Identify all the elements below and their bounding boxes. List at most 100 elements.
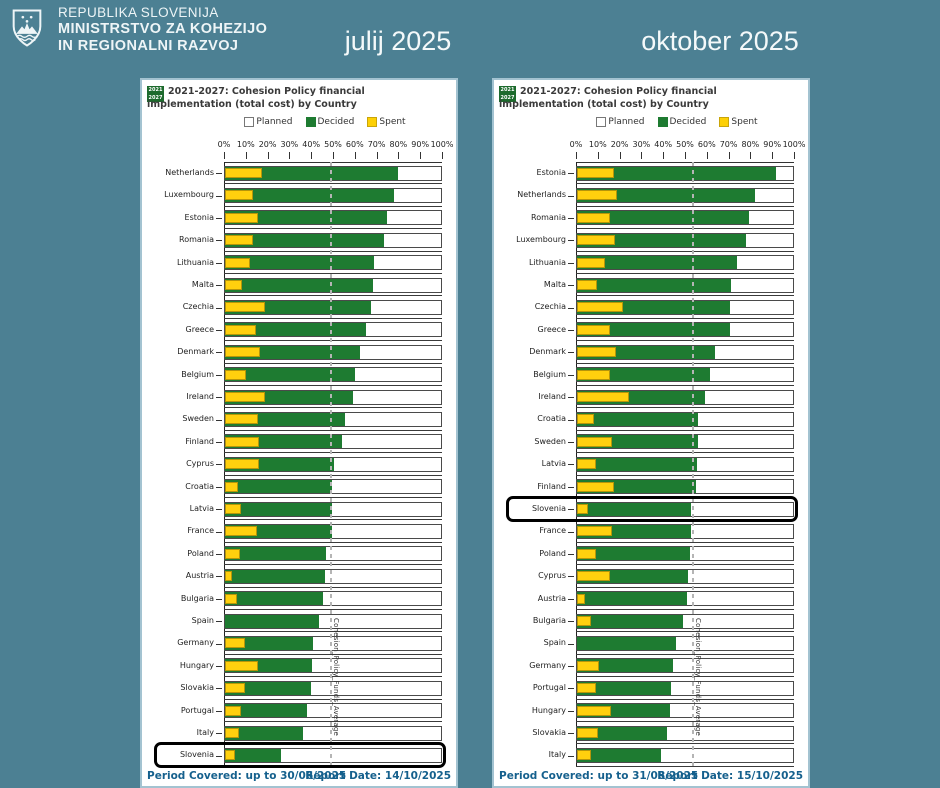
- planned-bar: [224, 210, 442, 226]
- average-line: [330, 162, 333, 767]
- country-label: Estonia: [536, 168, 566, 177]
- country-label: Poland: [187, 548, 214, 558]
- planned-bar: [576, 456, 794, 472]
- bar-row: [576, 632, 794, 655]
- bar-row: [224, 565, 442, 588]
- country-label: Bulgaria: [532, 616, 566, 625]
- x-axis-tick-label: 100%: [782, 140, 806, 149]
- country-label: Romania: [179, 235, 214, 245]
- chart-title-line1: 2021-2027: Cohesion Policy financial: [520, 86, 717, 97]
- decided-bar: [577, 457, 697, 471]
- spent-bar: [225, 168, 263, 178]
- planned-swatch-icon: [596, 117, 607, 127]
- y-axis-tick-mark: [568, 531, 574, 533]
- country-label: Latvia: [189, 504, 214, 513]
- slovenia-coat-of-arms-icon: [12, 9, 42, 47]
- y-axis-tick-mark: [216, 262, 222, 264]
- x-axis-tick-mark: [750, 152, 752, 159]
- y-axis-tick-mark: [568, 307, 574, 309]
- spent-bar: [577, 548, 596, 559]
- spent-bar: [577, 235, 616, 246]
- spent-bar: [577, 481, 615, 492]
- x-axis-tick-mark: [354, 152, 356, 159]
- bar-row: [576, 341, 794, 364]
- bar-row: [224, 610, 442, 633]
- spent-bar: [225, 436, 259, 447]
- decided-bar: [577, 233, 746, 247]
- spent-swatch-icon: [719, 117, 730, 127]
- spent-bar: [577, 705, 611, 716]
- y-axis-tick-mark: [216, 643, 222, 645]
- y-axis-tick-mark: [568, 688, 574, 690]
- chart-legend: Planned Decided Spent: [168, 117, 482, 127]
- x-axis-tick-mark: [641, 152, 643, 159]
- x-axis-tick-label: 10%: [236, 140, 255, 149]
- chart-title-line2: implementation (total cost) by Country: [147, 99, 357, 110]
- y-axis-tick-mark: [568, 576, 574, 578]
- bar-row: [576, 453, 794, 476]
- chart-panel-october: 2021 2027 2021-2027: Cohesion Policy fin…: [492, 78, 810, 788]
- decided-bar: [225, 636, 314, 650]
- ministry-line2: MINISTRSTVO ZA KOHEZIJO: [58, 20, 268, 37]
- planned-bar: [576, 568, 794, 584]
- planned-bar: [576, 187, 794, 203]
- x-axis-tick-label: 0%: [569, 140, 583, 149]
- badge-line1: 2021: [148, 87, 163, 93]
- legend-label: Decided: [317, 117, 355, 127]
- badge-line1: 2021: [500, 87, 515, 93]
- y-axis-tick-mark: [568, 195, 574, 197]
- legend-label: Spent: [379, 117, 406, 127]
- planned-bar: [576, 501, 794, 517]
- slovenia-highlight-box: [154, 742, 446, 769]
- bar-row: [576, 386, 794, 409]
- ministry-line3: IN REGIONALNI RAZVOJ: [58, 38, 239, 55]
- planned-bar: [576, 523, 794, 539]
- decided-bar: [225, 592, 324, 606]
- x-axis-tick-mark: [706, 152, 708, 159]
- y-axis-tick-mark: [216, 330, 222, 331]
- decided-bar: [577, 278, 731, 292]
- spent-bar: [577, 571, 610, 582]
- country-label: Portugal: [532, 683, 566, 693]
- y-axis-tick-mark: [216, 195, 222, 197]
- planned-bar: [576, 725, 794, 741]
- x-axis-tick-mark: [289, 152, 291, 159]
- spent-bar: [225, 548, 241, 559]
- spent-bar: [577, 190, 618, 201]
- planned-bar: [224, 299, 442, 315]
- y-axis-tick-mark: [568, 374, 574, 376]
- country-label: Cyprus: [538, 571, 566, 581]
- spent-bar: [577, 728, 598, 738]
- y-axis-tick-mark: [568, 598, 574, 600]
- planned-bar: [224, 523, 442, 539]
- spent-bar: [225, 526, 257, 537]
- country-label: France: [187, 526, 214, 536]
- spent-bar: [577, 324, 610, 335]
- y-axis-tick-mark: [568, 262, 574, 264]
- spent-bar: [577, 504, 588, 514]
- spent-bar: [577, 392, 630, 402]
- x-axis-tick-mark: [576, 152, 577, 159]
- x-axis-tick-mark: [663, 152, 665, 159]
- x-axis-tick-label: 100%: [430, 140, 454, 149]
- y-axis-tick-mark: [568, 710, 574, 712]
- bar-row: [576, 476, 794, 498]
- planned-bar: [224, 501, 442, 517]
- y-axis-tick-mark: [568, 666, 574, 667]
- planned-bar: [576, 255, 794, 271]
- planned-bar: [576, 165, 794, 181]
- spent-swatch-icon: [367, 117, 378, 127]
- planned-bar: [576, 747, 794, 763]
- bar-row: [224, 274, 442, 297]
- planned-bar: [224, 591, 442, 607]
- decided-bar: [577, 211, 750, 225]
- bar-row: [224, 252, 442, 274]
- x-axis-tick-label: 90%: [763, 140, 782, 149]
- planned-bar: [224, 479, 442, 495]
- chart-legend: Planned Decided Spent: [520, 117, 834, 127]
- spent-bar: [225, 190, 254, 201]
- y-axis-tick-mark: [568, 643, 574, 645]
- bar-row: [576, 677, 794, 700]
- bar-row: [576, 744, 794, 767]
- decided-bar: [225, 233, 385, 247]
